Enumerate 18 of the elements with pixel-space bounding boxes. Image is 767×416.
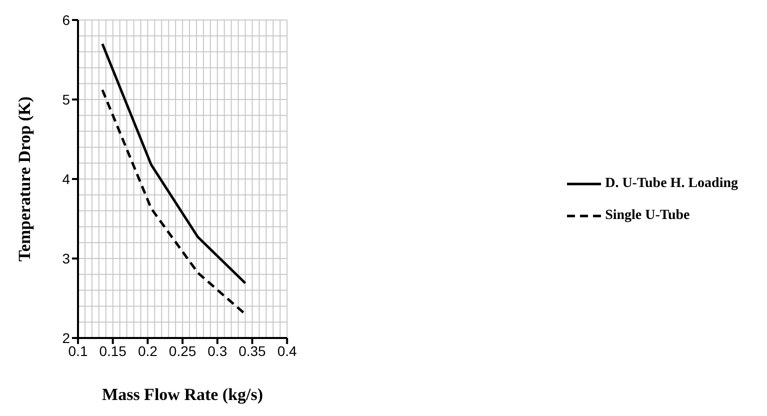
y-tick-label: 4	[62, 170, 70, 187]
x-tick-label: 0.4	[277, 342, 298, 359]
y-axis-title: Temperature Drop (K)	[15, 96, 34, 262]
x-tick-label: 0.35	[238, 342, 266, 359]
y-tick-label: 2	[62, 330, 70, 346]
y-tick-label: 5	[62, 91, 70, 108]
x-tick-label: 0.1	[68, 342, 88, 359]
line-series	[101, 42, 247, 284]
y-tick-label: 3	[62, 250, 70, 266]
x-tick-label: 0.2	[138, 342, 158, 359]
legend-label: Single U-Tube	[605, 208, 690, 224]
x-tick-label: 0.25	[168, 342, 196, 359]
x-tick-label: 0.3	[208, 342, 228, 359]
x-axis-title: Mass Flow Rate (kg/s)	[102, 385, 264, 404]
y-tick-label: 6	[62, 12, 70, 28]
x-tick-label: 0.15	[99, 342, 127, 359]
line-series	[101, 88, 247, 316]
legend-label: D. U-Tube H. Loading	[605, 176, 738, 192]
